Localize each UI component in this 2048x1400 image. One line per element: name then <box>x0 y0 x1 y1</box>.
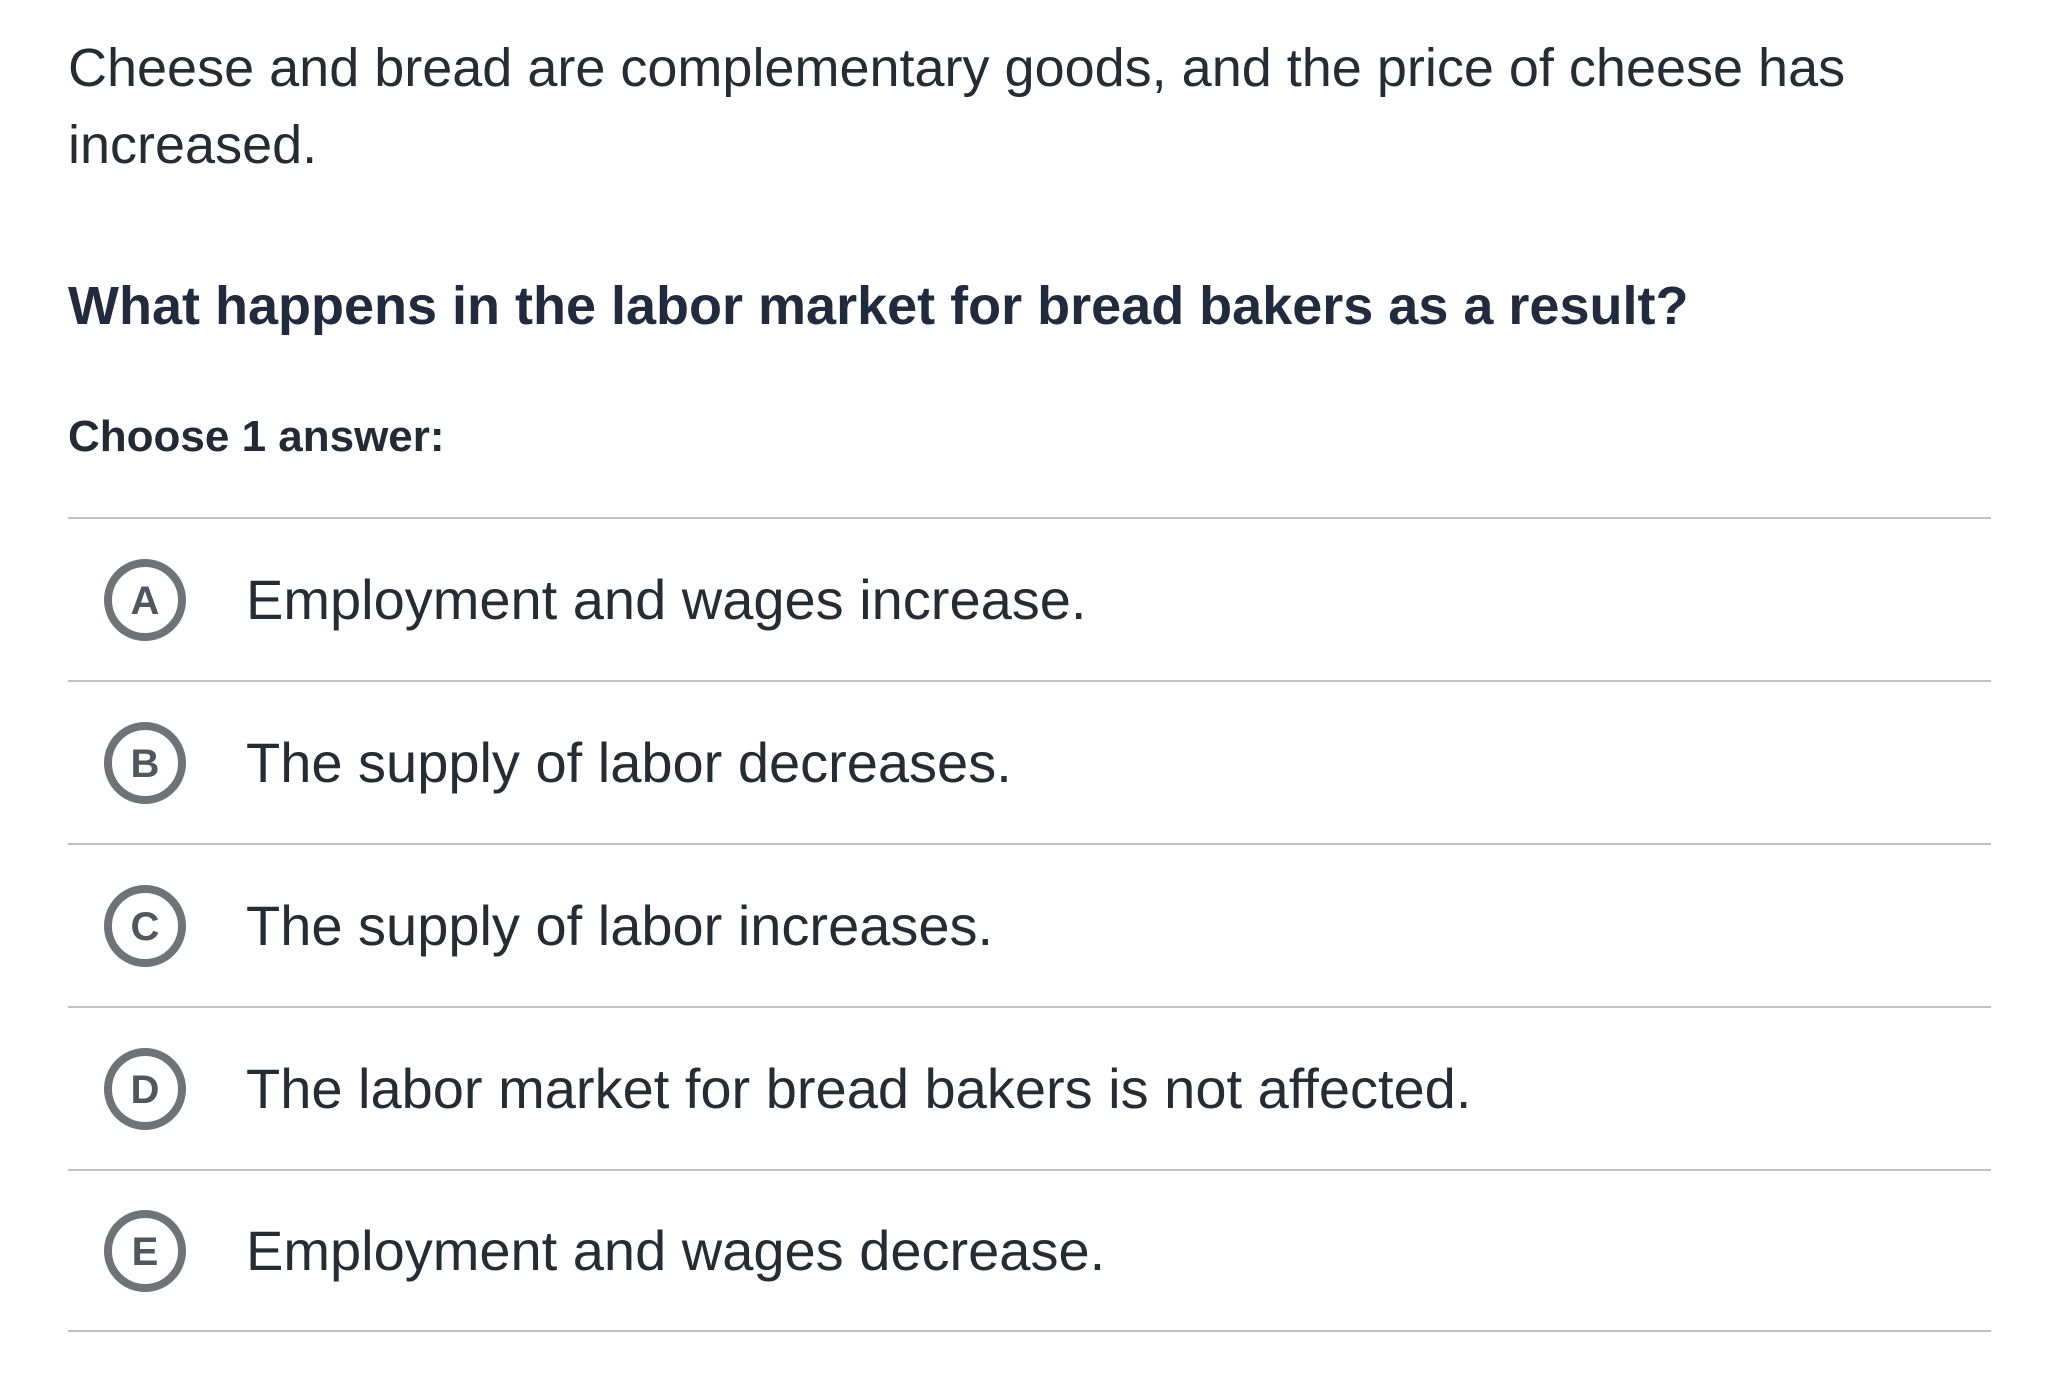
radio-button-d[interactable]: D <box>104 1047 186 1130</box>
question-stem-line: Cheese and bread are complementary goods… <box>68 38 1846 98</box>
choice-row-b[interactable]: B The supply of labor decreases. <box>68 680 1991 843</box>
choice-row-a[interactable]: A Employment and wages increase. <box>68 517 1991 680</box>
choice-letter: E <box>131 1229 159 1274</box>
question-prompt: What happens in the labor market for bre… <box>68 276 1689 336</box>
exercise-question-panel: Cheese and bread are complementary goods… <box>68 30 1991 1332</box>
choice-letter: A <box>130 578 160 623</box>
choice-label[interactable]: The supply of labor decreases. <box>246 730 1012 794</box>
choice-label[interactable]: The supply of labor increases. <box>246 893 994 957</box>
choice-row-e[interactable]: E Employment and wages decrease. <box>68 1169 1991 1332</box>
question-stem-line: increased. <box>68 115 318 175</box>
choice-row-d[interactable]: D The labor market for bread bakers is n… <box>68 1006 1991 1169</box>
choice-label[interactable]: Employment and wages increase. <box>246 567 1087 631</box>
choice-letter: C <box>130 904 160 949</box>
radio-button-e[interactable]: E <box>104 1209 186 1292</box>
radio-button-a[interactable]: A <box>104 558 186 641</box>
answer-choices-list: A Employment and wages increase. B The s… <box>68 517 1991 1332</box>
question-stem: Cheese and bread are complementary goods… <box>68 30 1991 184</box>
radio-button-b[interactable]: B <box>104 721 186 804</box>
choice-letter: D <box>130 1067 160 1112</box>
choice-label[interactable]: Employment and wages decrease. <box>246 1218 1106 1282</box>
choice-letter: B <box>130 741 160 786</box>
choice-row-c[interactable]: C The supply of labor increases. <box>68 843 1991 1006</box>
choose-answer-label: Choose 1 answer: <box>68 412 445 461</box>
choice-label[interactable]: The labor market for bread bakers is not… <box>246 1056 1472 1120</box>
radio-button-c[interactable]: C <box>104 884 186 967</box>
